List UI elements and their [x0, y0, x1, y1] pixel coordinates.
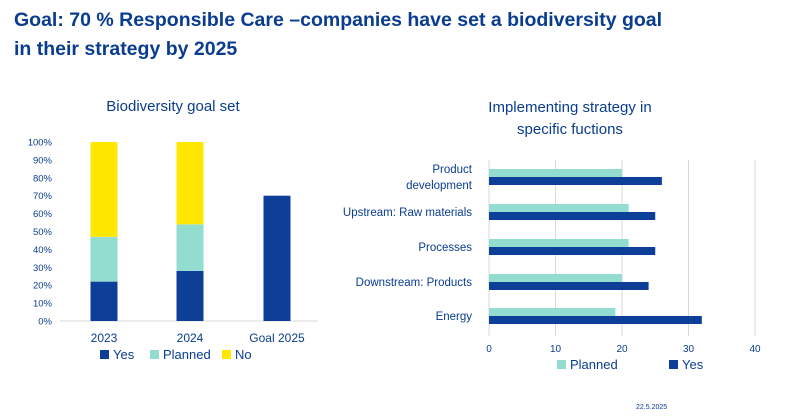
bar-segment-planned	[90, 236, 118, 282]
legend-swatch-planned	[557, 360, 566, 369]
legend-label-yes: Yes	[682, 357, 704, 372]
left-y-tick-label: 20%	[33, 281, 53, 292]
bar-segment-yes	[263, 195, 291, 321]
left-y-tick-label: 0%	[38, 317, 52, 328]
legend-swatch-no	[222, 350, 231, 359]
legend-swatch-yes	[100, 350, 109, 359]
right-chart-title-line: specific fuctions	[517, 121, 623, 138]
right-category-label: Upstream: Raw materials	[343, 207, 472, 219]
left-y-tick-label: 60%	[33, 209, 53, 220]
right-x-tick-label: 30	[683, 344, 695, 355]
legend-swatch-planned	[150, 350, 159, 359]
left-y-tick-label: 70%	[33, 191, 53, 202]
legend-label-planned: Planned	[163, 347, 211, 362]
bar-segment-yes	[176, 270, 204, 321]
right-category-label: Processes	[418, 242, 472, 254]
legend-label-no: No	[235, 347, 252, 362]
right-x-tick-label: 20	[616, 344, 628, 355]
left-x-tick-label: Goal 2025	[249, 331, 305, 345]
page-title-line-1: Goal: 70 % Responsible Care –companies h…	[14, 9, 663, 31]
footer-date: 22.5.2025	[636, 404, 668, 411]
left-y-tick-label: 80%	[33, 173, 53, 184]
bar-yes	[489, 212, 656, 220]
right-x-tick-label: 10	[550, 344, 562, 355]
left-x-tick-label: 2023	[91, 331, 118, 345]
page-title-line-2: in their strategy by 2025	[14, 38, 238, 60]
right-x-tick-label: 0	[486, 344, 492, 355]
bar-planned	[489, 204, 629, 212]
legend-label-planned: Planned	[570, 357, 618, 372]
legend-label-yes: Yes	[113, 347, 135, 362]
right-category-label: Downstream: Products	[356, 277, 473, 289]
right-chart-title-line: Implementing strategy in	[488, 99, 651, 116]
right-category-label: Energy	[436, 311, 473, 323]
right-category-label: Product	[432, 164, 472, 176]
left-y-tick-label: 10%	[33, 299, 53, 310]
left-x-tick-label: 2024	[177, 331, 204, 345]
bar-planned	[489, 274, 622, 282]
bar-yes	[489, 247, 656, 255]
right-category-label: development	[406, 180, 473, 192]
bar-segment-no	[176, 142, 204, 225]
bar-planned	[489, 169, 622, 177]
bar-segment-no	[90, 142, 118, 237]
left-y-tick-label: 40%	[33, 245, 53, 256]
left-y-tick-label: 30%	[33, 263, 53, 274]
left-y-tick-label: 50%	[33, 227, 53, 238]
bar-segment-planned	[176, 224, 204, 271]
legend-swatch-yes	[669, 360, 678, 369]
left-chart-title: Biodiversity goal set	[106, 98, 240, 115]
left-y-tick-label: 100%	[28, 138, 53, 149]
bar-yes	[489, 316, 702, 324]
bar-planned	[489, 239, 629, 247]
bar-segment-yes	[90, 281, 118, 321]
right-x-tick-label: 40	[749, 344, 761, 355]
bar-yes	[489, 177, 662, 185]
page-title: Goal: 70 % Responsible Care –companies h…	[14, 6, 784, 64]
left-y-tick-label: 90%	[33, 155, 53, 166]
bar-yes	[489, 282, 649, 290]
bar-planned	[489, 308, 616, 316]
